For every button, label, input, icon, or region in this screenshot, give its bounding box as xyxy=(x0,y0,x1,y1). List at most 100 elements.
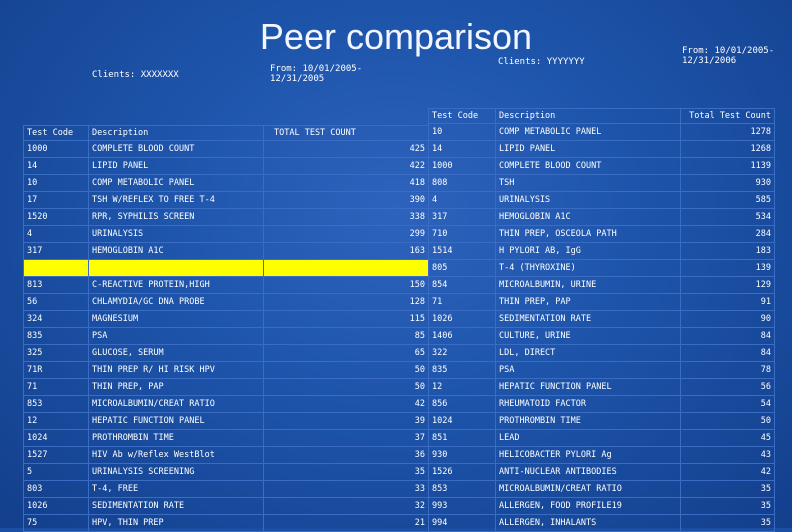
test-count-cell: 78 xyxy=(680,361,775,379)
test-code-cell: 5 xyxy=(23,463,89,481)
table-row: 12 HEPATIC FUNCTION PANEL 56 xyxy=(428,378,775,396)
test-count-cell: 129 xyxy=(680,276,775,294)
description-cell: T-4 (THYROXINE) xyxy=(495,259,681,277)
table-row: 994 ALLERGEN, INHALANTS 35 xyxy=(428,514,775,532)
test-code-cell: 1527 xyxy=(23,446,89,464)
test-code-cell: 808 xyxy=(428,174,496,192)
table-row: 1000 COMPLETE BLOOD COUNT 1139 xyxy=(428,157,775,175)
description-cell: URINALYSIS xyxy=(495,191,681,209)
test-count-cell: 50 xyxy=(680,412,775,430)
test-code-cell: 853 xyxy=(428,480,496,498)
description-cell: GLUCOSE, SERUM xyxy=(88,344,264,362)
left-peer-table: Test Code Description TOTAL TEST COUNT 1… xyxy=(23,125,429,532)
table-row: 993 ALLERGEN, FOOD PROFILE19 35 xyxy=(428,497,775,515)
table-row: 854 MICROALBUMIN, URINE 129 xyxy=(428,276,775,294)
test-count-cell: 1268 xyxy=(680,140,775,158)
test-code-cell: 1514 xyxy=(428,242,496,260)
description-cell: ALLERGEN, FOOD PROFILE19 xyxy=(495,497,681,515)
description-cell: RPR, SYPHILIS SCREEN xyxy=(88,208,264,226)
test-code-cell: 71 xyxy=(23,378,89,396)
test-count-cell: 91 xyxy=(680,293,775,311)
test-code-cell: 993 xyxy=(428,497,496,515)
test-count-cell: 32 xyxy=(263,497,429,515)
test-code-cell: 835 xyxy=(428,361,496,379)
description-cell: HEPATIC FUNCTION PANEL xyxy=(495,378,681,396)
test-count-cell: 85 xyxy=(263,327,429,345)
test-code-cell: 805 xyxy=(428,259,496,277)
test-code-cell: 56 xyxy=(23,293,89,311)
test-count-cell: 39 xyxy=(263,412,429,430)
left-date-range: From: 10/01/2005- 12/31/2005 xyxy=(270,64,363,84)
description-cell: LIPID PANEL xyxy=(495,140,681,158)
description-cell: ALLERGEN, INHALANTS xyxy=(495,514,681,532)
test-count-cell: 284 xyxy=(680,225,775,243)
test-code-cell: 854 xyxy=(428,276,496,294)
test-code-cell: 71R xyxy=(23,361,89,379)
test-count-cell: 54 xyxy=(680,395,775,413)
table-row: 14 LIPID PANEL 1268 xyxy=(428,140,775,158)
test-code-cell: 10 xyxy=(428,123,496,141)
test-code-cell: 853 xyxy=(23,395,89,413)
description-cell: THIN PREP, OSCEOLA PATH xyxy=(495,225,681,243)
description-cell: CHLAMYDIA/GC DNA PROBE xyxy=(88,293,264,311)
test-code-cell: 14 xyxy=(23,157,89,175)
table-row: 14 LIPID PANEL 422 xyxy=(23,157,429,175)
description-cell: COMPLETE BLOOD COUNT xyxy=(88,140,264,158)
test-code-cell: 851 xyxy=(428,429,496,447)
table-header-row: Test Code Description Total Test Count xyxy=(428,108,775,124)
test-count-cell: 1278 xyxy=(680,123,775,141)
description-cell: PSA xyxy=(495,361,681,379)
test-count-cell: 56 xyxy=(680,378,775,396)
test-code-cell: 4 xyxy=(428,191,496,209)
test-code-cell: 832 xyxy=(23,259,89,277)
test-code-cell: 1520 xyxy=(23,208,89,226)
test-count-cell: 35 xyxy=(263,463,429,481)
test-count-cell: 65 xyxy=(263,344,429,362)
table-row: 5 URINALYSIS SCREENING 35 xyxy=(23,463,429,481)
test-count-cell: 35 xyxy=(680,514,775,532)
test-count-cell: 42 xyxy=(680,463,775,481)
test-count-cell: 183 xyxy=(680,242,775,260)
table-row: 71 THIN PREP, PAP 91 xyxy=(428,293,775,311)
description-cell: HIV Ab w/Reflex WestBlot xyxy=(88,446,264,464)
test-count-cell: 425 xyxy=(263,140,429,158)
test-code-cell: 17 xyxy=(23,191,89,209)
table-row: 1520 RPR, SYPHILIS SCREEN 338 xyxy=(23,208,429,226)
description-cell: H PYLORI AB, IgG xyxy=(495,242,681,260)
test-count-cell: 84 xyxy=(680,327,775,345)
test-count-cell: 90 xyxy=(680,310,775,328)
test-count-cell: 21 xyxy=(263,514,429,532)
header-test-code: Test Code xyxy=(23,125,89,141)
description-cell: TSH xyxy=(495,174,681,192)
description-cell: LIPID PANEL xyxy=(88,157,264,175)
description-cell: CULTURE, URINE xyxy=(495,327,681,345)
description-cell: PSA xyxy=(88,327,264,345)
table-row: 808 TSH 930 xyxy=(428,174,775,192)
table-row: 813 C-REACTIVE PROTEIN,HIGH 150 xyxy=(23,276,429,294)
test-count-cell: 84 xyxy=(680,344,775,362)
header-description: Description xyxy=(495,108,681,124)
test-count-cell: 45 xyxy=(680,429,775,447)
table-row: 75 HPV, THIN PREP 21 xyxy=(23,514,429,532)
test-code-cell: 1026 xyxy=(428,310,496,328)
test-code-cell: 1024 xyxy=(428,412,496,430)
table-row: 1026 SEDIMENTATION RATE 90 xyxy=(428,310,775,328)
description-cell: COMPLETE BLOOD COUNT xyxy=(495,157,681,175)
table-row: 1024 PROTHROMBIN TIME 37 xyxy=(23,429,429,447)
table-row: 832 GLUCOSE TOLERANCE 155 xyxy=(23,259,429,277)
test-count-cell: 128 xyxy=(263,293,429,311)
table-row: 317 HEMOGLOBIN A1C 163 xyxy=(23,242,429,260)
description-cell: URINALYSIS SCREENING xyxy=(88,463,264,481)
test-count-cell: 50 xyxy=(263,378,429,396)
test-count-cell: 422 xyxy=(263,157,429,175)
description-cell: SEDIMENTATION RATE xyxy=(88,497,264,515)
test-count-cell: 115 xyxy=(263,310,429,328)
test-code-cell: 71 xyxy=(428,293,496,311)
test-code-cell: 930 xyxy=(428,446,496,464)
test-count-cell: 299 xyxy=(263,225,429,243)
description-cell: TSH W/REFLEX TO FREE T-4 xyxy=(88,191,264,209)
test-code-cell: 1526 xyxy=(428,463,496,481)
test-count-cell: 390 xyxy=(263,191,429,209)
description-cell: SEDIMENTATION RATE xyxy=(495,310,681,328)
table-row: 10 COMP METABOLIC PANEL 418 xyxy=(23,174,429,192)
